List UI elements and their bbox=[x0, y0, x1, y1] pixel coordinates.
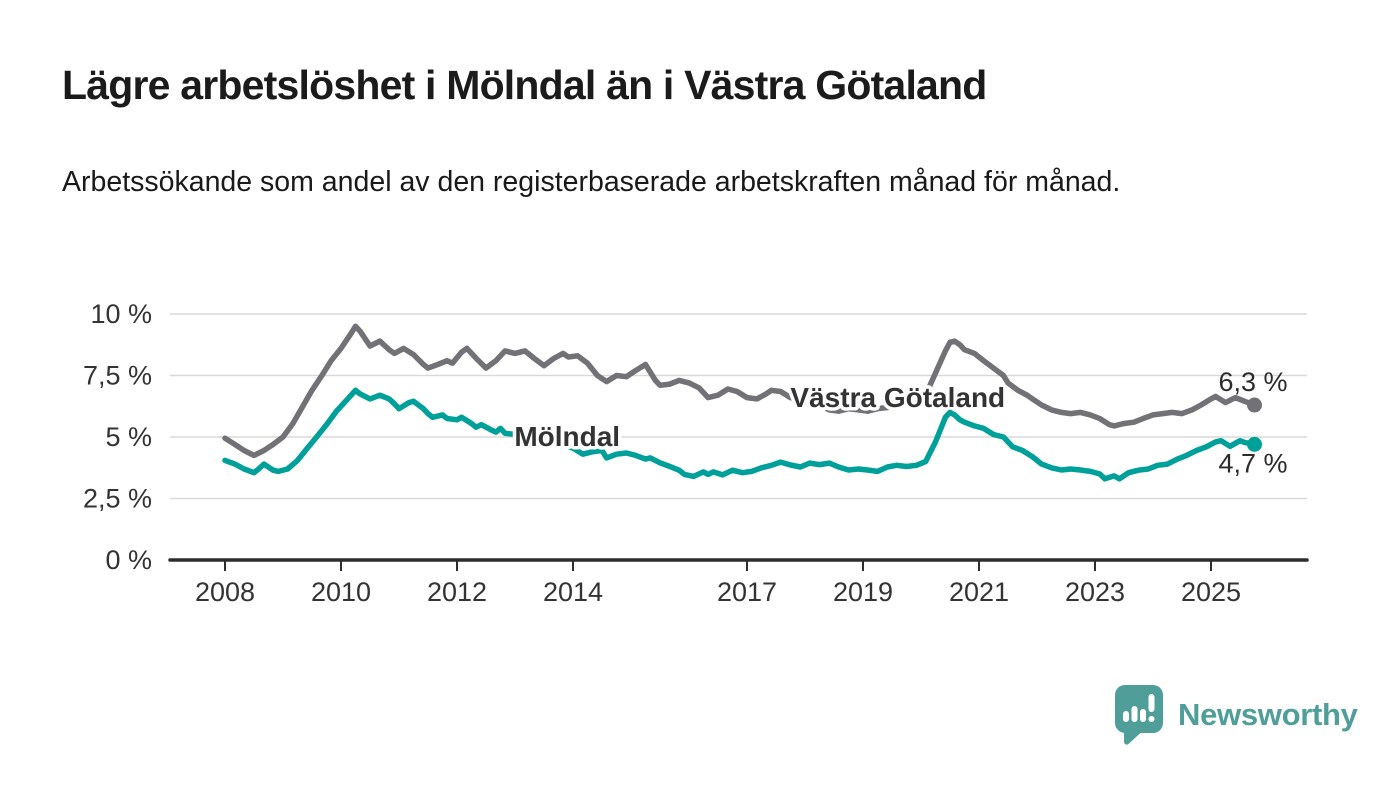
y-tick-label: 2,5 % bbox=[83, 484, 152, 514]
series-end-value-label: 4,7 % bbox=[1218, 448, 1287, 478]
x-tick-label: 2021 bbox=[949, 577, 1009, 607]
y-tick-label: 5 % bbox=[105, 422, 152, 452]
x-tick-label: 2008 bbox=[195, 577, 255, 607]
chart-subtitle: Arbetssökande som andel av den registerb… bbox=[62, 166, 1121, 198]
bar-2 bbox=[1131, 706, 1138, 722]
exclamation-dot bbox=[1148, 716, 1155, 722]
series-end-value-label: 6,3 % bbox=[1218, 367, 1287, 397]
bar-3 bbox=[1140, 709, 1146, 722]
x-tick-label: 2023 bbox=[1065, 577, 1125, 607]
y-tick-label: 0 % bbox=[105, 545, 152, 575]
series-line-v-stra-g-taland bbox=[222, 323, 1258, 459]
x-tick-label: 2017 bbox=[717, 577, 777, 607]
line-chart: 0 % 2,5 % 5 % 7,5 % 10 % 2008 2010 2012 2014 2017… bbox=[83, 299, 1309, 607]
series-end-dot bbox=[1247, 397, 1262, 413]
series-end-dot bbox=[1247, 436, 1262, 452]
x-tick-label: 2010 bbox=[311, 577, 371, 607]
brand-name: Newsworthy bbox=[1178, 697, 1358, 732]
y-tick-label: 7,5 % bbox=[83, 361, 152, 391]
x-tick-label: 2025 bbox=[1181, 577, 1241, 607]
chart-canvas: 0 % 2,5 % 5 % 7,5 % 10 % 2008 2010 2012 2014 2017… bbox=[83, 299, 1309, 607]
exclamation-bar bbox=[1148, 694, 1155, 712]
newsworthy-logo: Newsworthy bbox=[1113, 684, 1358, 746]
bar-1 bbox=[1123, 711, 1129, 722]
series-name-label: Mölndal bbox=[514, 421, 620, 452]
speech-bubble-shape bbox=[1115, 685, 1163, 745]
x-tick-label: 2019 bbox=[833, 577, 893, 607]
y-tick-label: 10 % bbox=[90, 299, 152, 329]
series-name-label: Västra Götaland bbox=[790, 382, 1005, 413]
x-tick-label: 2014 bbox=[543, 577, 603, 607]
series-line-m-lndal bbox=[222, 387, 1258, 482]
page-title: Lägre arbetslöshet i Mölndal än i Västra… bbox=[62, 62, 987, 108]
newsworthy-bubble-chart-icon bbox=[1113, 684, 1165, 746]
x-tick-label: 2012 bbox=[427, 577, 487, 607]
